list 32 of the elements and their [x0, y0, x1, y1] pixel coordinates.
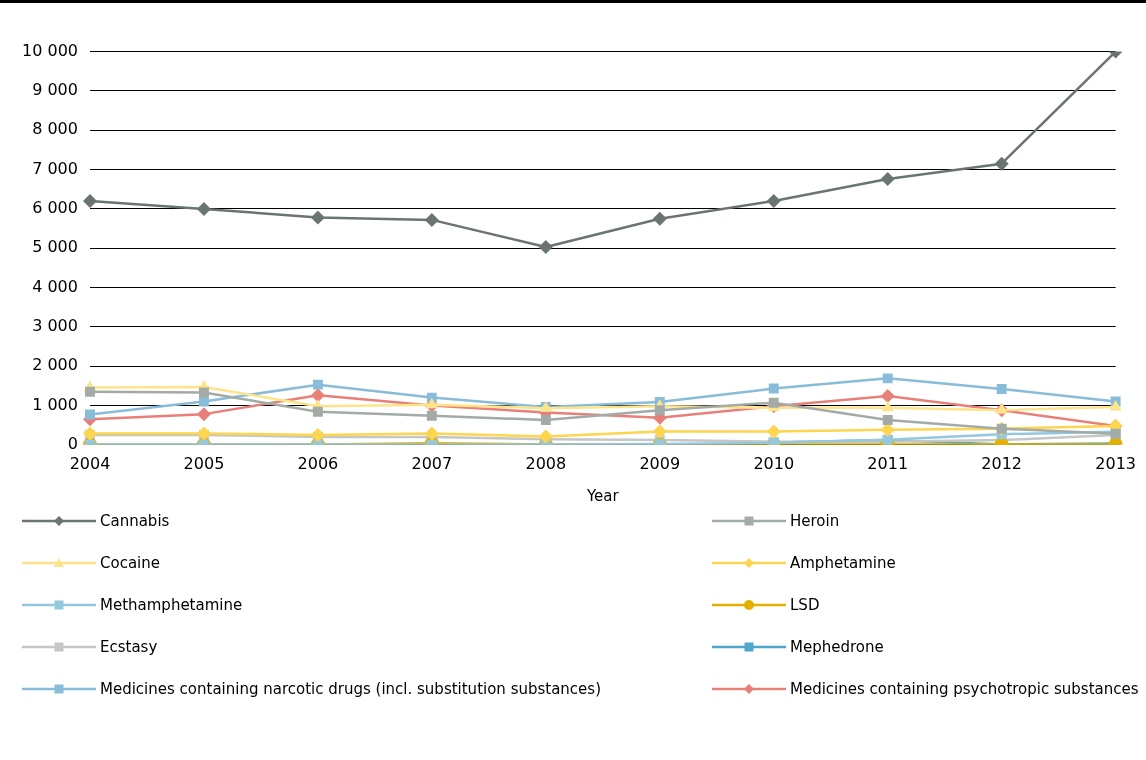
y-tick-label: 9 000	[32, 80, 78, 100]
x-tick-label: 2013	[1095, 453, 1136, 473]
y-tick-label: 4 000	[32, 276, 78, 296]
legend-label: LSD	[790, 596, 820, 614]
legend-label: Mephedrone	[790, 638, 884, 656]
y-tick-label: 5 000	[32, 237, 78, 257]
y-tick-label: 1 000	[32, 394, 78, 414]
y-tick-label: 8 000	[32, 119, 78, 139]
x-tick-label: 2005	[183, 453, 225, 473]
x-tick-label: 2007	[411, 453, 453, 473]
legend-label: Cocaine	[100, 554, 160, 572]
legend-label: Ecstasy	[100, 638, 158, 656]
x-tick-label: 2012	[981, 453, 1023, 473]
legend-label: Methamphetamine	[100, 596, 243, 614]
y-tick-label: 6 000	[32, 198, 78, 218]
y-tick-label: 10 000	[22, 40, 78, 60]
legend-label: Cannabis	[100, 512, 170, 530]
legend-label: Amphetamine	[790, 554, 896, 572]
y-tick-label: 3 000	[32, 316, 78, 335]
x-tick-label: 2010	[753, 453, 795, 473]
x-tick-label: 2009	[639, 453, 681, 473]
x-axis-title: Year	[585, 486, 620, 505]
x-tick-label: 2006	[297, 453, 339, 473]
x-tick-label: 2004	[69, 453, 111, 473]
x-tick-label: 2011	[867, 453, 909, 473]
y-tick-label: 2 000	[32, 355, 78, 375]
legend-label: Heroin	[790, 512, 840, 530]
y-tick-label: 0	[67, 433, 78, 453]
legend-label: Medicines containing psychotropic substances	[790, 680, 1139, 698]
y-tick-label: 7 000	[32, 158, 78, 178]
legend-label: Medicines containing narcotic drugs (incl. substitution substances)	[100, 680, 602, 698]
x-tick-label: 2008	[525, 453, 567, 473]
